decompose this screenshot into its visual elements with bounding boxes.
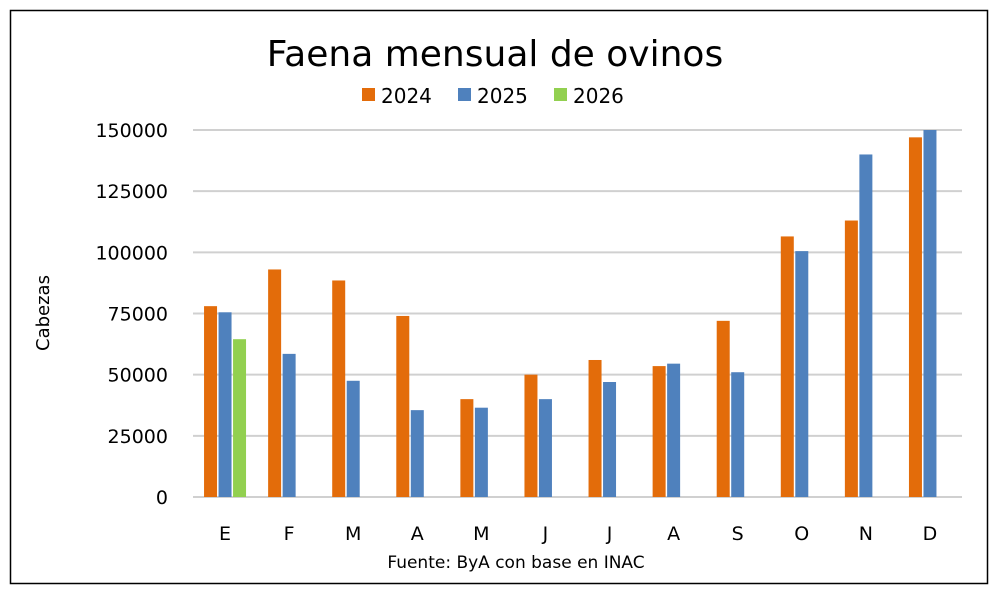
x-tick-label: A [667,523,680,545]
bar-2024-J [588,359,602,497]
bar-2025-A [667,363,681,497]
bar-2024-J [524,374,538,497]
legend: 2024 2025 2026 [362,84,624,108]
bar-2025-D [923,130,937,497]
bar-2024-E [204,306,218,497]
source-note: Fuente: ByA con base en INAC [387,553,644,573]
bar-2025-O [795,251,809,497]
bar-2026-E [233,339,247,497]
x-tick-label: E [219,523,231,545]
bar-2024-A [396,315,410,497]
bar-2024-M [460,399,474,497]
bar-2025-A [410,410,424,497]
bar-2025-J [538,399,552,497]
bar-2024-N [844,220,858,497]
legend-swatch-2026 [554,88,567,101]
x-tick-label: M [345,523,361,545]
x-tick-label: M [473,523,489,545]
y-tick-label: 100000 [95,242,168,264]
legend-label: 2025 [477,84,528,108]
chart-frame [9,9,989,585]
bar-2025-J [603,382,617,497]
y-tick-label: 75000 [108,304,168,326]
bar-2024-A [652,366,666,497]
y-tick-label: 25000 [108,426,168,448]
bar-2025-E [218,312,232,497]
x-tick-label: J [606,523,613,545]
y-tick-label: 150000 [95,120,168,142]
bar-2025-F [282,353,296,497]
legend-swatch-2024 [362,88,375,101]
legend-label: 2026 [573,84,624,108]
bar-2024-S [716,320,730,497]
bar-2025-M [346,380,360,497]
y-axis-label: Cabezas [33,275,54,351]
y-tick-label: 0 [156,487,168,509]
legend-swatch-2025 [458,88,471,101]
bar-2024-M [332,280,346,497]
x-tick-label: O [794,523,809,545]
bar-2024-D [908,137,922,497]
bar-2024-O [780,236,794,497]
chart-title: Faena mensual de ovinos [267,34,723,75]
x-tick-label: N [859,523,873,545]
x-tick-label: J [542,523,549,545]
x-tick-label: A [411,523,424,545]
bar-2025-S [731,372,745,497]
y-tick-label: 50000 [108,365,168,387]
x-tick-label: D [923,523,938,545]
x-tick-label: S [732,523,744,545]
bar-2025-M [474,407,488,497]
x-tick-label: F [284,523,295,545]
bar-2024-F [268,269,282,497]
bar-2025-N [859,154,873,497]
y-tick-label: 125000 [95,181,168,203]
legend-label: 2024 [381,84,432,108]
